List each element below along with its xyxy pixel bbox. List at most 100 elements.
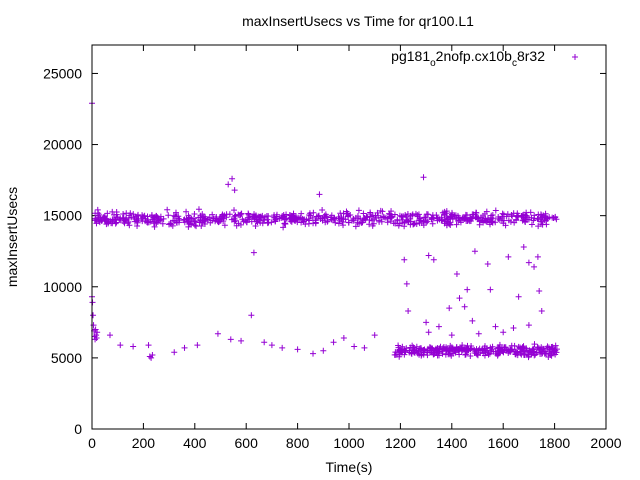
data-point: [259, 220, 266, 227]
data-point: [538, 345, 545, 352]
data-point: [254, 218, 261, 225]
x-tick-label: 1200: [385, 435, 416, 451]
data-point: [146, 353, 153, 360]
legend-marker-symbol: [572, 54, 578, 60]
data-point: [371, 332, 378, 339]
x-tick-label: 2000: [590, 435, 621, 451]
data-point: [214, 330, 221, 337]
data-point: [246, 215, 253, 222]
data-point: [310, 350, 317, 357]
data-point: [467, 345, 474, 352]
data-point: [407, 212, 414, 219]
y-tick-label: 5000: [51, 350, 82, 366]
data-point: [455, 346, 462, 353]
data-point: [280, 224, 287, 231]
data-point: [547, 351, 554, 358]
data-point: [150, 214, 157, 221]
data-point: [166, 221, 173, 228]
data-point: [130, 211, 137, 218]
data-point: [481, 345, 488, 352]
data-point: [212, 218, 219, 225]
data-point: [313, 213, 320, 220]
data-point: [350, 216, 357, 223]
data-point: [345, 219, 352, 226]
data-point: [458, 345, 465, 352]
data-point: [552, 213, 559, 220]
data-point: [470, 211, 477, 218]
data-point: [492, 219, 499, 226]
data-point: [520, 243, 527, 250]
data-point: [538, 218, 545, 225]
data-point: [475, 330, 482, 337]
data-point: [252, 222, 259, 229]
data-point: [521, 218, 528, 225]
data-point: [509, 213, 516, 220]
data-point: [170, 212, 177, 219]
data-point: [228, 216, 235, 223]
data-point: [197, 214, 204, 221]
data-point: [207, 219, 214, 226]
data-point: [413, 343, 420, 350]
data-point: [446, 348, 453, 355]
data-point: [439, 209, 446, 216]
data-point: [543, 217, 550, 224]
data-point: [398, 346, 405, 353]
plot-frame: [91, 44, 607, 430]
data-point: [93, 332, 100, 339]
data-point: [279, 344, 286, 351]
legend-label-subscript: o: [430, 58, 436, 69]
data-point: [312, 219, 319, 226]
data-point: [424, 218, 431, 225]
data-point: [510, 325, 517, 332]
data-point: [231, 207, 238, 214]
legend-label: pg181o2nofp.cx10bc8r32: [391, 48, 545, 69]
data-point: [533, 349, 540, 356]
data-point: [268, 342, 275, 349]
data-point: [221, 222, 228, 229]
data-point: [215, 219, 222, 226]
data-point: [462, 351, 469, 358]
axis-ticks: 0 200 400 600 800 1000 1200 1400 1600 1800 2000050…: [43, 45, 622, 451]
data-point: [92, 216, 99, 223]
data-point: [537, 351, 544, 358]
data-point: [194, 342, 201, 349]
data-point: [376, 217, 383, 224]
data-point: [130, 214, 137, 221]
data-point: [265, 219, 272, 226]
data-point: [109, 220, 116, 227]
data-point: [507, 218, 514, 225]
data-point: [306, 210, 313, 217]
data-point: [281, 220, 288, 227]
data-point: [185, 223, 192, 230]
data-point: [420, 351, 427, 358]
data-point: [505, 253, 512, 260]
y-axis-label: maxInsertUsecs: [4, 187, 20, 287]
data-point: [226, 211, 233, 218]
data-point: [394, 351, 401, 358]
data-point: [316, 191, 323, 198]
data-point: [340, 222, 347, 229]
data-point: [90, 312, 97, 319]
data-point: [487, 286, 494, 293]
data-point: [459, 215, 466, 222]
data-point: [399, 349, 406, 356]
data-point: [467, 214, 474, 221]
data-point: [469, 317, 476, 324]
data-point: [478, 217, 485, 224]
data-point: [330, 214, 337, 221]
data-point: [487, 216, 494, 223]
data-point: [320, 347, 327, 354]
data-point: [444, 213, 451, 220]
data-point: [420, 174, 427, 181]
data-point: [535, 211, 542, 218]
data-point: [192, 218, 199, 225]
data-point: [514, 213, 521, 220]
data-point: [369, 217, 376, 224]
data-point: [367, 210, 374, 217]
data-point: [494, 352, 501, 359]
legend-label-part: 2nofp.cx10b: [436, 48, 512, 64]
data-point: [294, 346, 301, 353]
data-point: [535, 223, 542, 230]
data-point: [360, 210, 367, 217]
data-point: [144, 213, 151, 220]
